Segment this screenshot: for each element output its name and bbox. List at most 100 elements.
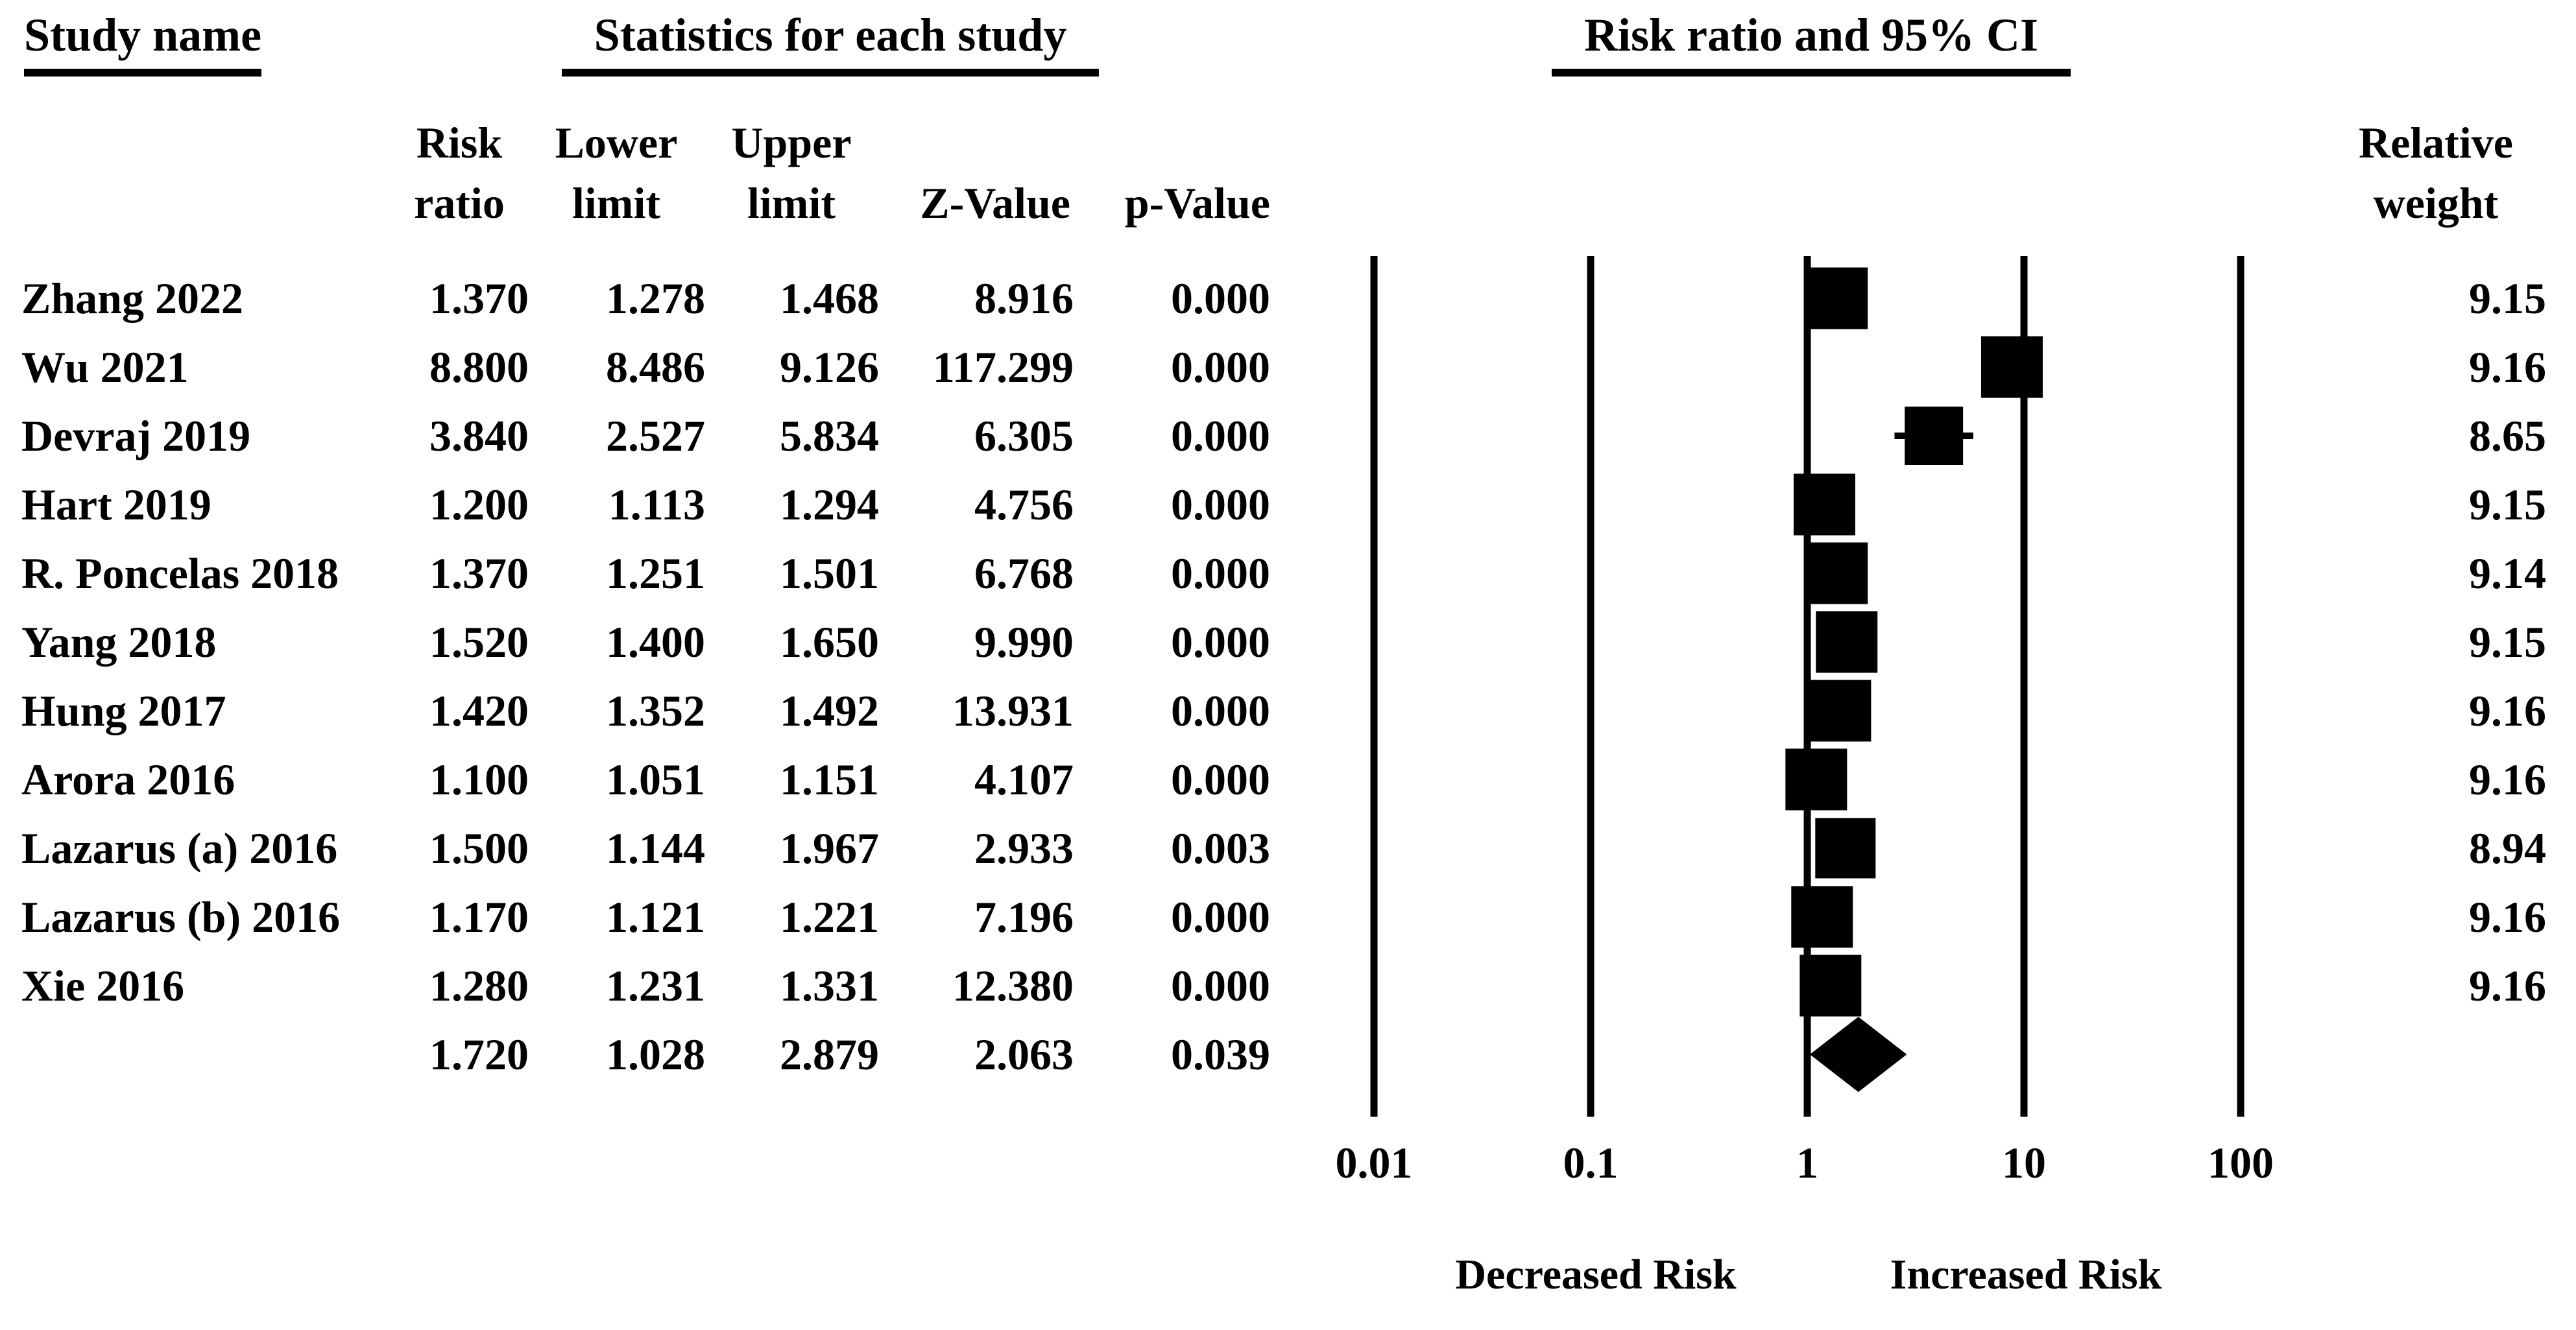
relative-weight-value: 9.14 bbox=[2469, 549, 2546, 598]
upper-limit-value: 1.468 bbox=[780, 274, 879, 323]
risk-ratio-value: 1.420 bbox=[429, 686, 529, 735]
lower-limit-value: 2.527 bbox=[606, 411, 705, 460]
upper-limit-value: 2.879 bbox=[780, 1030, 879, 1079]
study-name: Yang 2018 bbox=[21, 617, 217, 667]
upper-limit-value: 1.151 bbox=[780, 755, 879, 804]
axis-line-0.01 bbox=[1370, 256, 1378, 1117]
z-value: 6.305 bbox=[974, 411, 1074, 460]
p-value: 0.000 bbox=[1171, 617, 1270, 667]
relative-weight-value: 9.16 bbox=[2469, 892, 2546, 942]
z-value: 12.380 bbox=[952, 961, 1074, 1010]
z-value: 9.990 bbox=[974, 617, 1074, 667]
study-name: Lazarus (b) 2016 bbox=[21, 892, 341, 942]
study-name: Hung 2017 bbox=[21, 686, 226, 735]
p-value: 0.000 bbox=[1171, 274, 1270, 323]
z-value: 6.768 bbox=[974, 549, 1074, 598]
relative-weight-value: 9.15 bbox=[2469, 617, 2546, 667]
column-header-risk-ratio: Risk ratio bbox=[414, 118, 505, 228]
study-square bbox=[1806, 542, 1868, 604]
relative-weight-value: 9.16 bbox=[2469, 755, 2546, 804]
axis-tick-label: 0.1 bbox=[1563, 1138, 1619, 1187]
risk-ratio-value: 1.520 bbox=[429, 617, 529, 667]
increased-risk-caption: Increased Risk bbox=[1890, 1251, 2162, 1298]
z-value: 4.756 bbox=[974, 480, 1074, 529]
axis-tick-label: 0.01 bbox=[1335, 1138, 1413, 1187]
p-value: 0.000 bbox=[1171, 961, 1270, 1010]
lower-limit-value: 1.231 bbox=[606, 961, 705, 1010]
study-square bbox=[1816, 611, 1878, 673]
p-value: 0.039 bbox=[1171, 1030, 1270, 1079]
upper-limit-value: 1.331 bbox=[780, 961, 879, 1010]
lower-limit-value: 1.113 bbox=[608, 480, 705, 529]
z-value: 2.933 bbox=[974, 824, 1074, 873]
risk-ratio-value: 8.800 bbox=[429, 342, 529, 392]
study-square bbox=[1785, 748, 1848, 811]
upper-limit-value: 1.650 bbox=[780, 617, 879, 667]
p-value: 0.000 bbox=[1171, 755, 1270, 804]
p-value: 0.000 bbox=[1171, 411, 1270, 460]
p-value: 0.003 bbox=[1171, 824, 1270, 873]
table-row: 1.720 1.028 2.879 2.063 0.039 bbox=[0, 1020, 2576, 1089]
table-row: Yang 2018 1.520 1.400 1.650 9.990 0.000 … bbox=[0, 608, 2576, 676]
upper-limit-value: 1.221 bbox=[780, 892, 879, 942]
column-header-lower-limit: Lower limit bbox=[555, 118, 678, 228]
upper-limit-value: 5.834 bbox=[780, 411, 879, 460]
relative-weight-value: 8.94 bbox=[2469, 824, 2546, 873]
relative-weight-value: 9.16 bbox=[2469, 686, 2546, 735]
relative-weight-value: 9.15 bbox=[2469, 480, 2546, 529]
lower-limit-value: 1.121 bbox=[606, 892, 705, 942]
lower-limit-value: 1.278 bbox=[606, 274, 705, 323]
table-row: Lazarus (a) 2016 1.500 1.144 1.967 2.933… bbox=[0, 814, 2576, 883]
p-value: 0.000 bbox=[1171, 549, 1270, 598]
lower-limit-value: 1.028 bbox=[606, 1030, 705, 1079]
study-square bbox=[1980, 336, 2043, 398]
risk-ratio-value: 1.370 bbox=[429, 549, 529, 598]
axis-line-100 bbox=[2237, 256, 2245, 1117]
lower-limit-value: 1.051 bbox=[606, 755, 705, 804]
study-name-header: Study name bbox=[24, 9, 262, 77]
upper-limit-value: 1.492 bbox=[780, 686, 879, 735]
statistics-header: Statistics for each study bbox=[562, 9, 1099, 77]
risk-ratio-ci-header: Risk ratio and 95% CI bbox=[1552, 9, 2071, 77]
z-value: 2.063 bbox=[974, 1030, 1074, 1079]
axis-line-10 bbox=[2020, 256, 2028, 1117]
study-name: Devraj 2019 bbox=[21, 411, 251, 460]
study-square bbox=[1791, 886, 1853, 948]
z-value: 8.916 bbox=[974, 274, 1074, 323]
risk-ratio-value: 1.720 bbox=[429, 1030, 529, 1079]
study-square bbox=[1793, 473, 1855, 536]
z-value: 117.299 bbox=[932, 342, 1074, 392]
risk-ratio-value: 1.500 bbox=[429, 824, 529, 873]
risk-ratio-value: 1.170 bbox=[429, 892, 529, 942]
study-name: R. Poncelas 2018 bbox=[21, 549, 339, 598]
table-row: Wu 2021 8.800 8.486 9.126 117.299 0.000 … bbox=[0, 333, 2576, 401]
p-value: 0.000 bbox=[1171, 686, 1270, 735]
column-header-p-value: p-Value bbox=[1124, 178, 1270, 228]
table-row: Zhang 2022 1.370 1.278 1.468 8.916 0.000… bbox=[0, 264, 2576, 333]
study-square bbox=[1815, 818, 1876, 879]
relative-weight-value: 9.16 bbox=[2469, 342, 2546, 392]
study-square bbox=[1905, 407, 1964, 465]
study-name: Lazarus (a) 2016 bbox=[21, 824, 338, 873]
table-row: Devraj 2019 3.840 2.527 5.834 6.305 0.00… bbox=[0, 401, 2576, 470]
relative-weight-header: Relative weight bbox=[2359, 118, 2513, 228]
column-header-z-value: Z-Value bbox=[920, 178, 1070, 228]
study-name: Xie 2016 bbox=[21, 961, 185, 1010]
table-row: Hung 2017 1.420 1.352 1.492 13.931 0.000… bbox=[0, 676, 2576, 745]
study-name: Arora 2016 bbox=[21, 755, 235, 804]
axis-tick-label: 100 bbox=[2208, 1138, 2274, 1187]
risk-ratio-value: 1.200 bbox=[429, 480, 529, 529]
p-value: 0.000 bbox=[1171, 892, 1270, 942]
lower-limit-value: 1.400 bbox=[606, 617, 705, 667]
axis-tick-label: 1 bbox=[1796, 1138, 1818, 1187]
column-header-upper-limit: Upper limit bbox=[731, 118, 852, 228]
z-value: 13.931 bbox=[952, 686, 1074, 735]
lower-limit-value: 8.486 bbox=[606, 342, 705, 392]
decreased-risk-caption: Decreased Risk bbox=[1455, 1251, 1737, 1298]
relative-weight-value: 8.65 bbox=[2469, 411, 2546, 460]
axis-tick-label: 10 bbox=[2002, 1138, 2046, 1187]
upper-limit-value: 1.967 bbox=[780, 824, 879, 873]
study-name: Wu 2021 bbox=[21, 342, 189, 392]
